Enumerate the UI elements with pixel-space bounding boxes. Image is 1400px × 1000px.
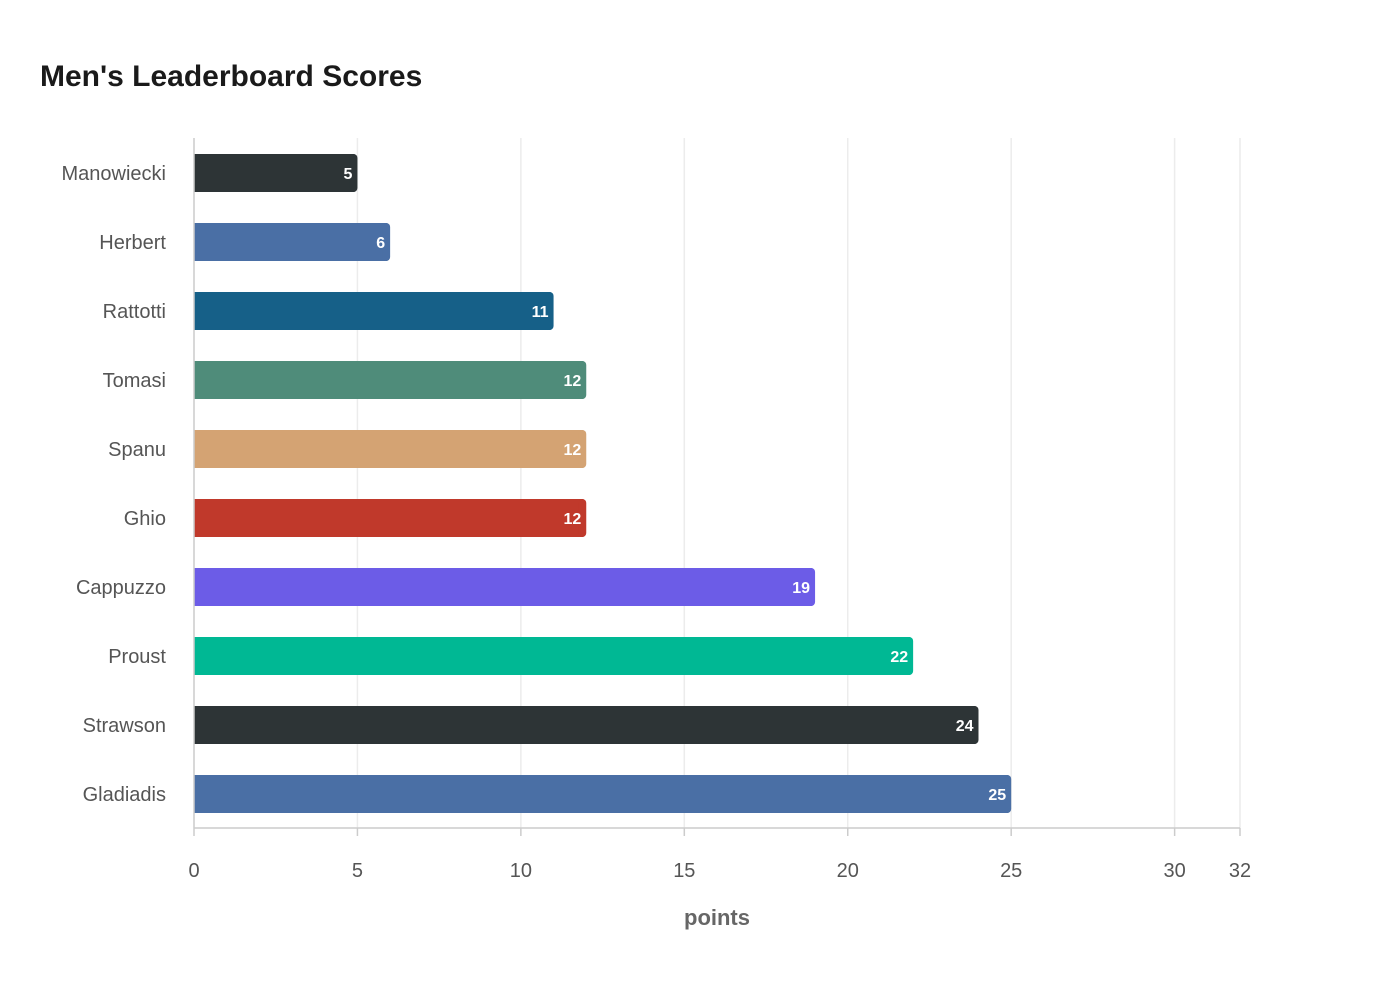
bar-cap-rattotti xyxy=(545,292,554,330)
bar-spanu xyxy=(194,430,584,468)
chart-title: Men's Leaderboard Scores xyxy=(40,60,423,93)
bar-value-label: 12 xyxy=(563,373,581,390)
x-tick-label: 5 xyxy=(352,860,363,882)
bar-value-label: 6 xyxy=(376,235,385,252)
axis-layer xyxy=(193,138,1241,836)
bar-value-label: 25 xyxy=(988,787,1006,804)
bar-value-label: 11 xyxy=(532,304,549,321)
bar-cap-tomasi xyxy=(578,361,587,399)
bar-cap-herbert xyxy=(382,223,391,261)
bar-proust xyxy=(194,637,911,675)
bar-gladiadis xyxy=(194,775,1009,813)
bar-herbert xyxy=(194,223,388,261)
bar-value-label: 22 xyxy=(890,649,908,666)
bar-value-label: 12 xyxy=(563,442,581,459)
x-tick-label: 30 xyxy=(1164,860,1186,882)
labels-layer: 0 5 10 15 20 25 30 32 Manowiecki 5 Herbert 6 Rattott… xyxy=(62,163,1252,882)
category-label: Cappuzzo xyxy=(76,577,166,599)
bar-ghio xyxy=(194,499,584,537)
bar-cap-cappuzzo xyxy=(807,568,816,606)
bar-cap-gladiadis xyxy=(1003,775,1012,813)
x-tick-label: 0 xyxy=(188,860,199,882)
bar-tomasi xyxy=(194,361,584,399)
category-label: Manowiecki xyxy=(62,163,166,185)
bar-cap-manowiecki xyxy=(349,154,358,192)
category-label: Gladiadis xyxy=(83,784,166,806)
x-tick-label: 20 xyxy=(837,860,859,882)
x-tick-label: 32 xyxy=(1229,860,1251,882)
bar-value-label: 12 xyxy=(563,511,581,528)
x-axis-label: points xyxy=(684,905,750,930)
bar-cap-spanu xyxy=(578,430,587,468)
category-label: Herbert xyxy=(99,232,166,254)
category-label: Strawson xyxy=(83,715,166,737)
bar-cappuzzo xyxy=(194,568,813,606)
x-tick-label: 25 xyxy=(1000,860,1022,882)
bar-cap-strawson xyxy=(970,706,979,744)
bar-value-label: 19 xyxy=(792,580,810,597)
bar-value-label: 5 xyxy=(344,166,353,183)
category-label: Ghio xyxy=(124,508,166,530)
bar-cap-ghio xyxy=(578,499,587,537)
bar-cap-proust xyxy=(905,637,914,675)
category-label: Proust xyxy=(108,646,166,668)
x-tick-label: 15 xyxy=(673,860,695,882)
category-label: Rattotti xyxy=(103,301,166,323)
bar-rattotti xyxy=(194,292,551,330)
category-label: Spanu xyxy=(108,439,166,461)
bars-layer xyxy=(194,154,1012,813)
bar-manowiecki xyxy=(194,154,355,192)
x-tick-label: 10 xyxy=(510,860,532,882)
bar-strawson xyxy=(194,706,976,744)
bar-value-label: 24 xyxy=(956,718,974,735)
category-label: Tomasi xyxy=(103,370,166,392)
